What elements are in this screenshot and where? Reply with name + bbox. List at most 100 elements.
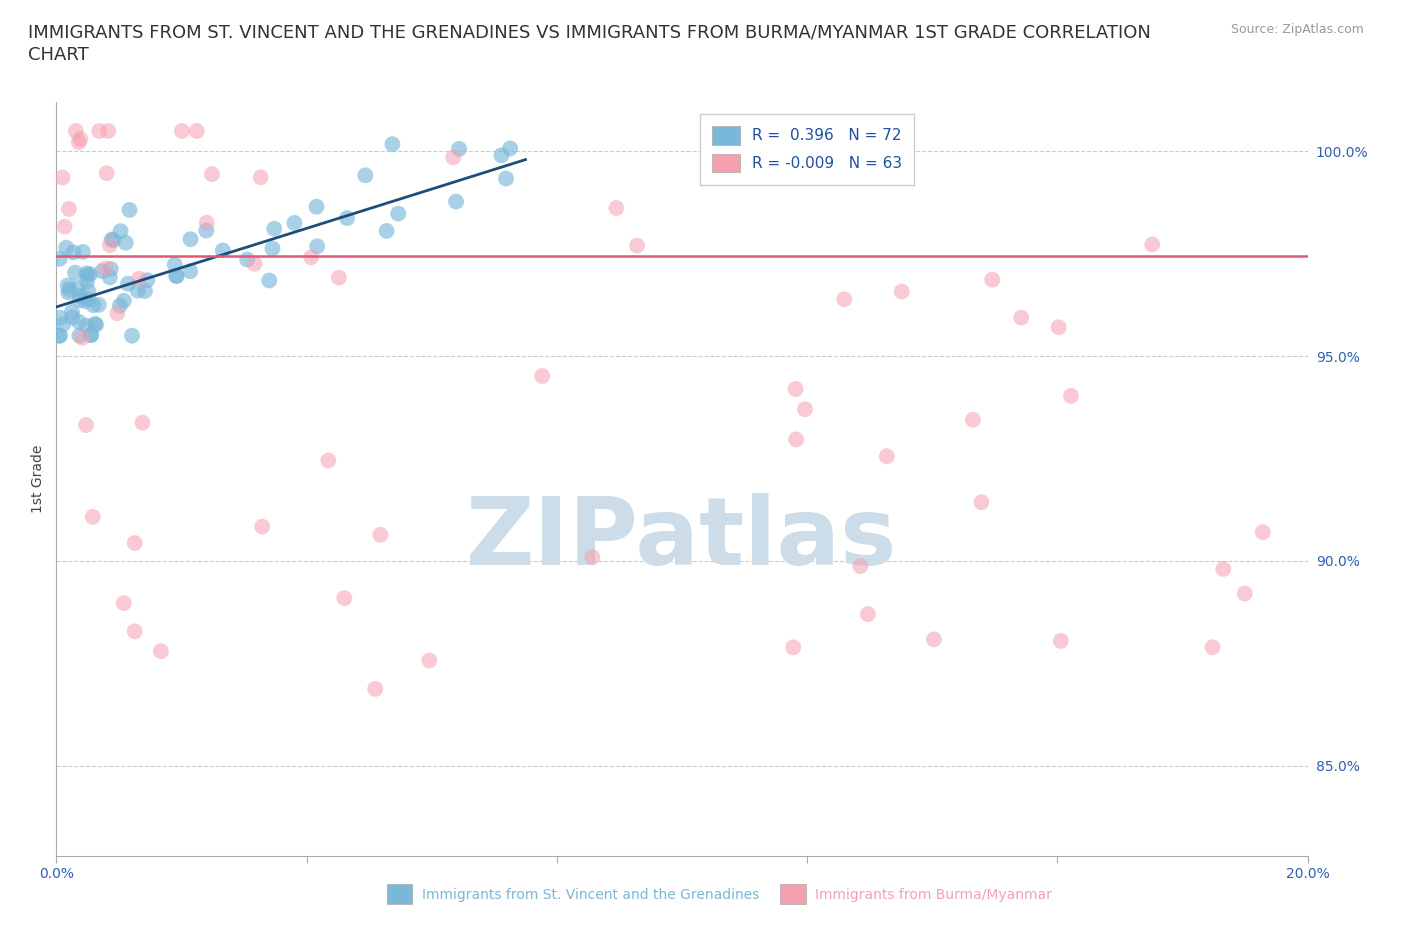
Point — [981, 272, 1004, 287]
Point — [299, 250, 322, 265]
Point — [1212, 562, 1234, 577]
Point — [1201, 640, 1223, 655]
Point — [531, 368, 554, 383]
Point — [75, 294, 97, 309]
Point — [375, 223, 398, 238]
Point — [179, 264, 201, 279]
Point — [166, 269, 188, 284]
Point — [825, 124, 848, 139]
Point — [49, 328, 72, 343]
Point — [58, 202, 80, 217]
Point — [785, 432, 807, 447]
Point — [250, 519, 273, 534]
Point — [387, 206, 409, 221]
Point — [1010, 311, 1032, 325]
Point — [117, 276, 139, 291]
Point — [307, 239, 329, 254]
Point — [110, 224, 132, 239]
Point — [211, 243, 233, 258]
Point — [48, 251, 70, 266]
Point — [89, 124, 111, 139]
Point — [441, 150, 464, 165]
Point — [91, 264, 114, 279]
Point — [66, 281, 89, 296]
Point — [94, 261, 117, 276]
Point — [79, 267, 101, 282]
Point — [782, 640, 804, 655]
Point — [114, 235, 136, 250]
Point — [101, 232, 124, 247]
Point — [58, 282, 80, 297]
Point — [80, 327, 103, 342]
Point — [118, 203, 141, 218]
Point — [65, 124, 87, 139]
Point — [121, 328, 143, 343]
Point — [336, 211, 359, 226]
Point — [328, 270, 350, 285]
Point — [77, 284, 100, 299]
Text: IMMIGRANTS FROM ST. VINCENT AND THE GRENADINES VS IMMIGRANTS FROM BURMA/MYANMAR : IMMIGRANTS FROM ST. VINCENT AND THE GREN… — [28, 23, 1152, 41]
Point — [131, 416, 153, 431]
Point — [67, 135, 90, 150]
Point — [605, 201, 627, 216]
Point — [69, 288, 91, 303]
Point — [962, 412, 984, 427]
Point — [832, 292, 855, 307]
Text: Source: ZipAtlas.com: Source: ZipAtlas.com — [1230, 23, 1364, 36]
Point — [69, 293, 91, 308]
Point — [491, 148, 513, 163]
Text: Immigrants from St. Vincent and the Grenadines: Immigrants from St. Vincent and the Gren… — [422, 888, 759, 902]
Point — [581, 550, 603, 565]
Point — [333, 591, 356, 605]
Point — [75, 318, 97, 333]
Point — [75, 418, 97, 432]
Point — [495, 171, 517, 186]
Point — [785, 381, 807, 396]
Point — [165, 268, 187, 283]
Point — [72, 330, 94, 345]
Point — [98, 238, 121, 253]
Point — [318, 453, 340, 468]
Point — [49, 311, 72, 325]
Point — [849, 559, 872, 574]
Point — [87, 298, 110, 312]
Point — [249, 170, 271, 185]
Point — [98, 270, 121, 285]
Point — [444, 194, 467, 209]
Point — [201, 166, 224, 181]
Point — [80, 327, 103, 342]
Point — [100, 261, 122, 276]
Point — [84, 317, 107, 332]
Point — [60, 304, 83, 319]
Point — [381, 137, 404, 152]
Point — [626, 238, 648, 253]
Point — [1233, 586, 1256, 601]
Point — [112, 595, 135, 610]
Point — [53, 219, 76, 234]
Point — [305, 199, 328, 214]
Point — [124, 624, 146, 639]
Point — [179, 232, 201, 246]
Point — [84, 316, 107, 331]
Point — [52, 316, 75, 331]
Point — [195, 223, 218, 238]
Point — [58, 285, 80, 299]
Point — [243, 257, 266, 272]
Point — [170, 124, 193, 139]
Text: ZIPatlas: ZIPatlas — [467, 493, 897, 585]
Point — [876, 449, 898, 464]
Point — [77, 292, 100, 307]
Point — [370, 527, 392, 542]
Point — [51, 170, 73, 185]
Point — [48, 328, 70, 343]
Point — [128, 272, 150, 286]
Point — [263, 221, 285, 236]
Point — [124, 536, 146, 551]
Point — [63, 265, 86, 280]
Point — [105, 306, 128, 321]
Point — [1060, 389, 1083, 404]
Y-axis label: 1st Grade: 1st Grade — [31, 445, 45, 513]
Point — [62, 245, 84, 259]
Point — [76, 274, 98, 289]
Point — [55, 240, 77, 255]
